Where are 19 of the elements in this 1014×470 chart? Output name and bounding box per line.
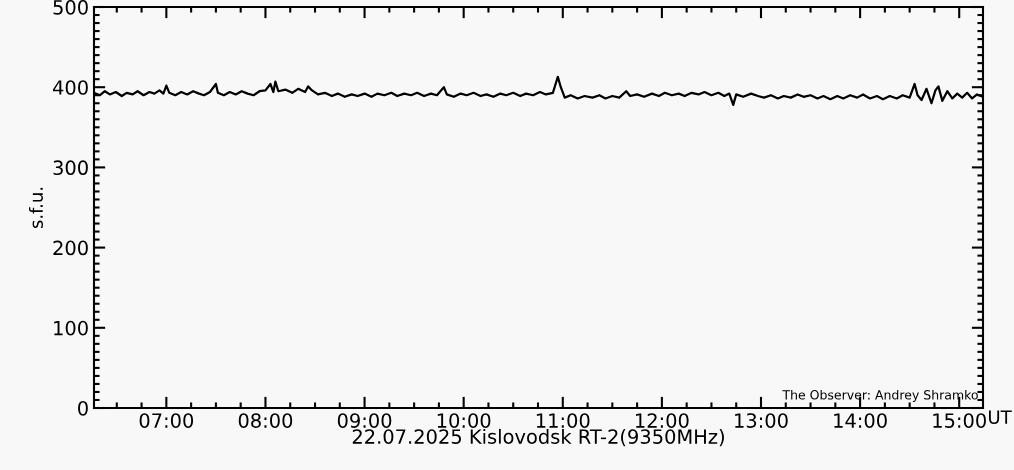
x-tick-label: 11:00 <box>536 413 590 428</box>
x-tick-label: 15:00 <box>933 413 986 428</box>
annotation: The Observer: Andrey Shramko <box>782 389 978 402</box>
y-tick-label: 100 <box>54 320 88 336</box>
x-tick-label: 08:00 <box>238 413 293 428</box>
text: UT <box>989 410 1012 424</box>
x-tick-label: 13:00 <box>735 413 788 428</box>
x-tick-label: 09:00 <box>337 413 392 428</box>
x-tick-label: 14:00 <box>834 413 887 428</box>
x-axis-title: 22.07.2025 Kislovodsk RT-2(9350MHz) <box>352 428 724 447</box>
y-tick-label: 0 <box>78 400 88 416</box>
x-tick-label: 10:00 <box>437 413 491 428</box>
y-tick-label: 500 <box>53 0 88 15</box>
y-tick-label: 200 <box>53 240 88 256</box>
y-axis-title: s.f.u. <box>28 187 43 229</box>
x-tick-label: 12:00 <box>636 413 689 428</box>
y-tick-label: 400 <box>52 80 88 95</box>
y-tick-label: 300 <box>53 160 88 176</box>
x-tick-label: 07:00 <box>139 413 194 428</box>
